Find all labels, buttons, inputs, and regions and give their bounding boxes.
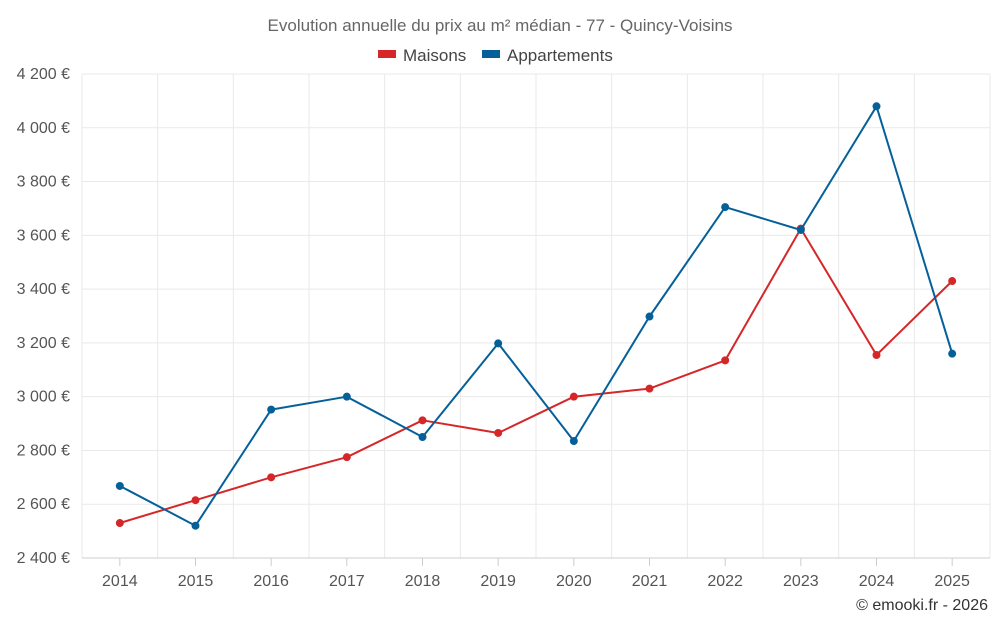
data-point-appartements[interactable] [796,225,805,234]
y-tick-label: 2 800 € [17,442,70,459]
x-tick-label: 2020 [556,573,592,590]
data-point-maisons[interactable] [872,350,881,359]
y-tick-label: 3 200 € [17,335,70,352]
chart-title: Evolution annuelle du prix au m² médian … [268,16,733,35]
x-tick-label: 2023 [783,573,819,590]
y-tick-label: 3 000 € [17,389,70,406]
data-point-appartements[interactable] [342,392,351,401]
y-tick-label: 4 200 € [17,66,70,83]
data-point-maisons[interactable] [191,496,200,505]
x-tick-label: 2025 [934,573,970,590]
x-tick-label: 2015 [178,573,214,590]
y-tick-label: 2 400 € [17,550,70,567]
legend-swatch-maisons [378,50,396,58]
data-point-maisons[interactable] [267,473,276,482]
data-point-appartements[interactable] [494,339,503,348]
x-tick-label: 2024 [859,573,895,590]
data-point-appartements[interactable] [115,481,124,490]
data-point-appartements[interactable] [569,437,578,446]
y-tick-label: 3 800 € [17,174,70,191]
data-point-maisons[interactable] [342,453,351,462]
series-layer [115,102,957,530]
y-tick-label: 3 600 € [17,227,70,244]
data-point-maisons[interactable] [721,356,730,365]
legend: Maisons Appartements [378,46,613,65]
legend-item-maisons[interactable]: Maisons [378,46,466,65]
grid-layer [81,73,991,558]
credit-text: © emooki.fr - 2026 [856,597,988,614]
x-tick-label: 2017 [329,573,365,590]
data-point-maisons[interactable] [645,384,654,393]
axis-layer: 2 400 € 2 600 € 2 800 € 3 000 € 3 200 € 3 400… [17,66,990,590]
data-point-appartements[interactable] [645,312,654,321]
x-tick-label: 2022 [707,573,743,590]
data-point-appartements[interactable] [418,433,427,441]
legend-label-maisons: Maisons [403,46,466,65]
data-point-maisons[interactable] [115,519,124,528]
y-tick-label: 3 400 € [17,281,70,298]
legend-label-appartements: Appartements [507,46,613,65]
series-line-appartements [119,105,954,527]
data-point-appartements[interactable] [267,405,276,414]
data-point-maisons[interactable] [418,416,427,425]
x-tick-label: 2018 [405,573,441,590]
data-point-appartements[interactable] [721,203,730,212]
x-tick-label: 2014 [102,573,138,590]
y-tick-label: 2 600 € [17,496,70,513]
x-tick-label: 2016 [253,573,289,590]
data-point-appartements[interactable] [948,349,957,358]
x-tick-label: 2021 [632,573,668,590]
data-point-maisons[interactable] [948,277,957,286]
y-tick-label: 4 000 € [17,120,70,137]
data-point-maisons[interactable] [494,428,503,437]
data-point-appartements[interactable] [872,102,881,111]
legend-swatch-appartements [482,50,500,58]
series-line-maisons [119,227,953,524]
x-tick-label: 2019 [480,573,516,590]
data-point-appartements[interactable] [191,521,200,530]
legend-item-appartements[interactable]: Appartements [482,46,613,65]
data-point-maisons[interactable] [569,392,578,401]
